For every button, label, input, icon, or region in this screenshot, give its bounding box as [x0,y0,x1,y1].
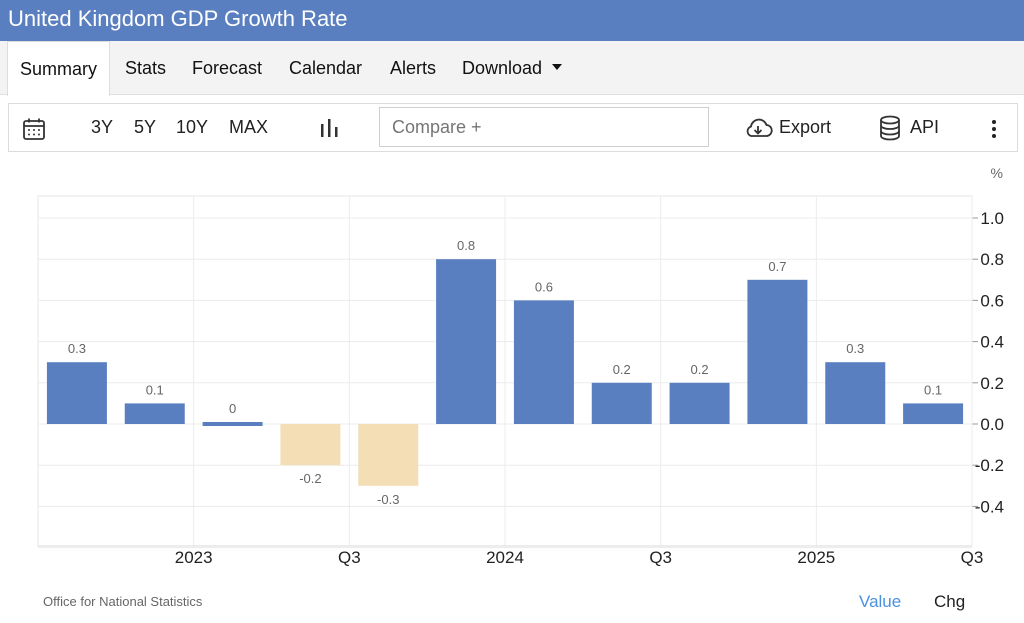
page-title: United Kingdom GDP Growth Rate [0,0,1024,41]
x-tick-label: 2025 [797,548,835,567]
gdp-bar-chart: % 1.0 0.8 0.6 0.4 0.2 0.0 -0.2 -0.4 2023 Q3 2024 Q3… [37,165,1004,567]
bar-data-label: 0.8 [457,238,475,253]
bar[interactable] [747,279,808,424]
y-tick-label: 0.4 [980,333,1004,352]
source-label: Office for National Statistics [43,594,203,609]
bar[interactable] [669,382,730,424]
bar-data-label: 0.3 [68,341,86,356]
compare-input[interactable] [379,107,709,147]
api-button[interactable]: API [878,104,939,151]
y-tick-label: 0.8 [980,250,1004,269]
bar[interactable] [825,362,886,424]
tab-summary[interactable]: Summary [7,41,111,96]
range-5y[interactable]: 5Y [134,117,157,137]
bar-data-label: -0.3 [377,492,399,507]
bar-data-label: 0.6 [535,279,553,294]
bar[interactable] [124,403,185,424]
bar[interactable] [591,382,652,424]
y-tick-label: -0.4 [975,497,1004,516]
chart-area: % 1.0 0.8 0.6 0.4 0.2 0.0 -0.2 -0.4 2023 Q3 2024 Q3… [0,152,1024,623]
api-label: API [910,117,940,137]
range-3y[interactable]: 3Y [91,117,114,137]
range-10y[interactable]: 10Y [176,117,209,137]
x-tick-label: Q3 [649,548,672,567]
bar[interactable] [436,259,497,424]
bar-data-label: 0.2 [691,362,709,377]
calendar-icon[interactable] [22,106,46,153]
x-tick-label: Q3 [338,548,361,567]
bar[interactable] [280,424,341,466]
x-tick-label: 2023 [175,548,213,567]
more-options-icon[interactable] [991,104,997,151]
bar-data-label: 0.7 [768,259,786,274]
cloud-download-icon [746,118,773,138]
y-tick-label: 0.2 [980,374,1004,393]
bar-data-label: 0.1 [924,382,942,397]
bar-data-label: -0.2 [299,471,321,486]
bar-data-label: 0.3 [846,341,864,356]
y-tick-label: 1.0 [980,209,1004,228]
y-unit-label: % [991,165,1003,181]
export-label: Export [779,117,832,137]
y-tick-label: 0.6 [980,291,1004,310]
bar[interactable] [903,403,964,424]
bar-data-label: 0 [229,401,236,416]
y-tick-label: -0.2 [975,456,1004,475]
range-max[interactable]: MAX [229,117,269,137]
caret-down-icon [552,64,563,71]
chg-tab[interactable]: Chg [934,592,966,611]
x-tick-label: 2024 [486,548,524,567]
database-icon [880,115,900,141]
bar[interactable] [358,424,419,486]
bar-data-label: 0.1 [146,382,164,397]
value-tab[interactable]: Value [859,592,902,611]
tab-forecast[interactable]: Forecast [192,58,263,78]
tab-download-label: Download [462,58,543,78]
bar[interactable] [513,300,574,424]
tab-download[interactable]: Download [462,41,563,95]
tab-stats[interactable]: Stats [125,58,167,78]
tab-calendar[interactable]: Calendar [289,58,363,78]
tab-bar: Summary Stats Forecast Calendar Alerts D… [0,41,1024,96]
bar[interactable] [46,362,107,424]
bar[interactable] [202,422,263,426]
export-button[interactable]: Export [743,104,831,151]
bar-data-label: 0.2 [613,362,631,377]
tab-alerts[interactable]: Alerts [390,58,437,78]
chart-toolbar: 3Y 5Y 10Y MAX Export API [8,103,1018,152]
y-tick-label: 0.0 [980,415,1004,434]
bar-chart-icon[interactable] [320,104,340,151]
x-tick-label: Q3 [961,548,984,567]
